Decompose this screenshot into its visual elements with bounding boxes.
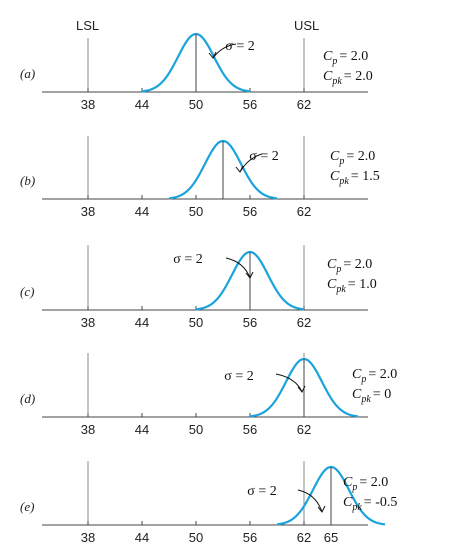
tick-label: 62 — [297, 97, 311, 112]
cp-text: = 2.0 — [368, 367, 397, 382]
tick-label: 38 — [81, 97, 95, 112]
cpk-text: = 2.0 — [344, 69, 373, 84]
tick-label: 50 — [189, 315, 203, 330]
tick-label: 38 — [81, 315, 95, 330]
panel-label: (e) — [20, 499, 34, 514]
tick-label: 56 — [243, 315, 257, 330]
cp-text: = 2.0 — [359, 475, 388, 490]
tick-label: 44 — [135, 204, 149, 219]
arrow-head — [297, 385, 306, 393]
tick-label: 56 — [243, 204, 257, 219]
sigma-label: σ = 2 — [249, 149, 278, 164]
tick-label: 38 — [81, 422, 95, 437]
tick-label: 38 — [81, 530, 95, 545]
tick-label: 44 — [135, 422, 149, 437]
cpk-value: Cpk = -0.5 — [343, 495, 397, 513]
cpk-text: = 1.0 — [348, 277, 377, 292]
panel-e: 38 44 50 56 62 65 (e) σ = 2 Cp = 2.0 Cpk = -0.5 — [20, 461, 397, 545]
tick-label: 62 — [297, 422, 311, 437]
tick-label: 50 — [189, 97, 203, 112]
tick-label: 56 — [243, 530, 257, 545]
sigma-arrow — [212, 43, 237, 59]
cp-value: Cp = 2.0 — [330, 149, 375, 167]
arrow-head — [235, 165, 244, 173]
cp-value: Cp = 2.0 — [323, 49, 368, 67]
tick-label: 50 — [189, 530, 203, 545]
tick-label: 38 — [81, 204, 95, 219]
tick-label: 44 — [135, 530, 149, 545]
tick-label: 50 — [189, 204, 203, 219]
panel-label: (c) — [20, 284, 34, 299]
sigma-label: σ = 2 — [225, 39, 254, 54]
cpk-text: = 0 — [373, 387, 391, 402]
sigma-label: σ = 2 — [224, 369, 253, 384]
cp-text: = 2.0 — [343, 257, 372, 272]
sigma-arrow — [297, 489, 323, 513]
cpk-value: Cpk = 1.0 — [327, 277, 377, 295]
arrow-head — [208, 51, 217, 59]
sigma-label: σ = 2 — [173, 252, 202, 267]
cp-value: Cp = 2.0 — [327, 257, 372, 275]
tick-label: 44 — [135, 315, 149, 330]
panel-a: 38 44 50 56 62 (a) σ = 2 Cp = 2.0 Cpk = 2.0 — [20, 32, 373, 112]
cp-text: = 2.0 — [339, 49, 368, 64]
tick-label: 56 — [243, 97, 257, 112]
sigma-arrow — [225, 257, 251, 279]
cpk-value: Cpk = 0 — [352, 387, 391, 405]
tick-label: 65 — [324, 530, 338, 545]
tick-label: 50 — [189, 422, 203, 437]
arrow-head — [245, 271, 254, 279]
sigma-arrow — [275, 373, 303, 393]
cp-value: Cp = 2.0 — [343, 475, 388, 493]
cpk-value: Cpk = 2.0 — [323, 69, 373, 87]
tick-label: 62 — [297, 204, 311, 219]
tick-label: 56 — [243, 422, 257, 437]
cp-text: = 2.0 — [346, 149, 375, 164]
panel-label: (a) — [20, 66, 35, 81]
panel-c: 38 44 50 56 62 (c) σ = 2 Cp = 2.0 Cpk = 1.0 — [20, 245, 377, 330]
cpk-value: Cpk = 1.5 — [330, 169, 380, 187]
panel-b: 38 44 50 56 62 (b) σ = 2 Cp = 2.0 Cpk = 1.5 — [20, 136, 380, 219]
cpk-text: = 1.5 — [351, 169, 380, 184]
tick-label: 44 — [135, 97, 149, 112]
tick-label: 62 — [297, 530, 311, 545]
arrow-head — [317, 505, 326, 513]
tick-label: 62 — [297, 315, 311, 330]
cp-value: Cp = 2.0 — [352, 367, 397, 385]
cpk-text: = -0.5 — [364, 495, 398, 510]
panel-label: (b) — [20, 173, 35, 188]
usl-label: USL — [294, 18, 319, 33]
sigma-label: σ = 2 — [247, 484, 276, 499]
panel-d: 38 44 50 56 62 (d) σ = 2 Cp = 2.0 Cpk = 0 — [20, 353, 397, 437]
lsl-label: LSL — [76, 18, 99, 33]
panel-label: (d) — [20, 391, 35, 406]
